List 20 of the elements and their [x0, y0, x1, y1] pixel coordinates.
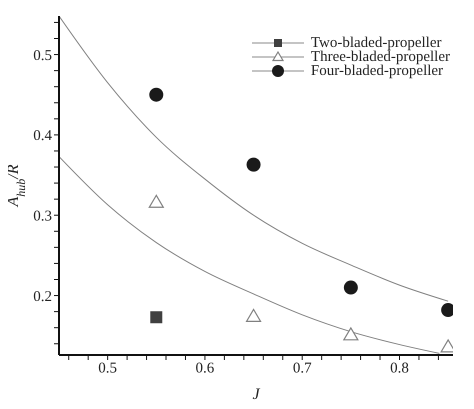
x-tick-label: 0.5: [98, 360, 118, 377]
y-tick-label: 0.4: [33, 128, 52, 144]
x-axis-title: J: [252, 386, 260, 403]
legend-label: Four-bladed-propeller: [310, 63, 444, 79]
x-tick-label: 0.6: [196, 360, 215, 377]
y-tick-label: 0.3: [33, 208, 52, 225]
legend-label: Two-bladed-propeller: [310, 35, 442, 51]
line-series: [59, 16, 449, 302]
point: [246, 158, 261, 172]
point: [343, 327, 358, 340]
x-tick-label: 0.8: [390, 360, 409, 377]
point: [148, 194, 164, 208]
legend-label: Three-bladed-propeller: [310, 49, 450, 65]
point: [246, 308, 262, 322]
x-tick-label: 0.7: [292, 360, 312, 377]
point: [150, 311, 162, 324]
point: [149, 88, 164, 102]
y-tick-label: 0.2: [33, 288, 52, 305]
y-tick-label: 0.5: [33, 48, 52, 64]
point: [344, 280, 358, 295]
